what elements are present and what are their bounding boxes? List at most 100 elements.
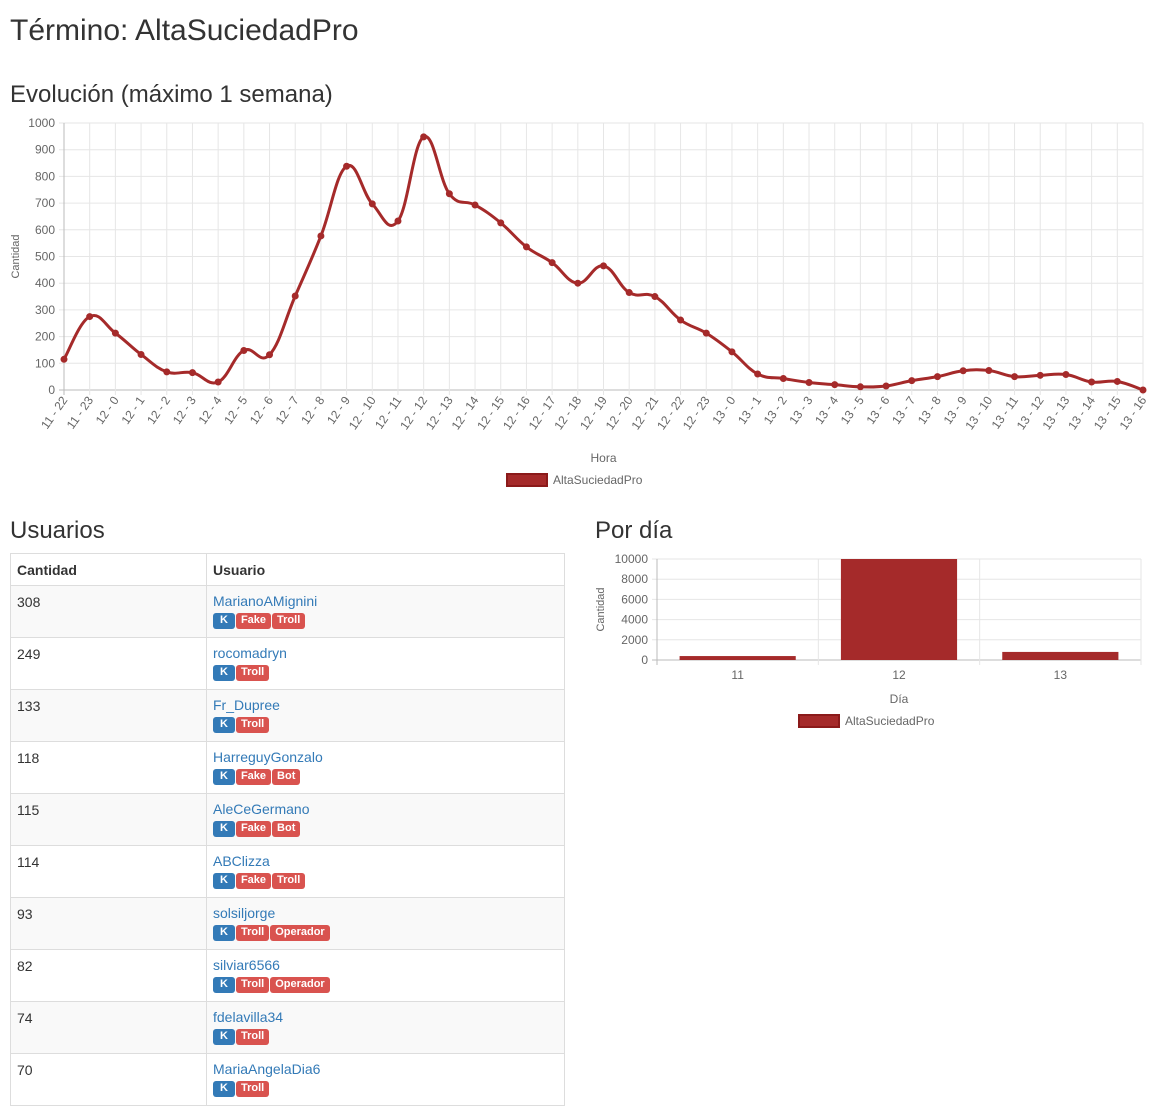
y-tick-label: 2000 xyxy=(621,633,648,647)
data-point xyxy=(522,243,530,251)
table-row: 115 AleCeGermano K Fake Bot xyxy=(10,793,565,846)
y-axis-title: Cantidad xyxy=(595,587,607,631)
user-cell: Fr_Dupree K Troll xyxy=(206,689,565,742)
user-link[interactable]: MarianoAMignini xyxy=(213,593,318,609)
data-point xyxy=(471,201,479,209)
data-point xyxy=(240,346,248,354)
user-badges: K Fake Troll xyxy=(213,613,558,629)
table-header-row: Cantidad Usuario xyxy=(10,553,565,586)
user-link[interactable]: MariaAngelaDia6 xyxy=(213,1061,321,1077)
table-row: 118 HarreguyGonzalo K Fake Bot xyxy=(10,741,565,794)
user-badges: K Troll Operador xyxy=(213,925,558,941)
header-quantity: Cantidad xyxy=(10,553,207,586)
user-cell: HarreguyGonzalo K Fake Bot xyxy=(206,741,565,794)
y-tick-label: 800 xyxy=(35,169,55,183)
data-point xyxy=(1036,371,1044,379)
data-point xyxy=(1088,378,1096,386)
user-quantity: 133 xyxy=(10,689,207,742)
data-point xyxy=(420,133,428,141)
y-tick-label: 0 xyxy=(641,653,648,667)
user-cell: MarianoAMignini K Fake Troll xyxy=(206,585,565,638)
badge-k: K xyxy=(213,717,235,733)
data-point xyxy=(908,377,916,385)
y-tick-label: 10000 xyxy=(615,552,649,566)
badge-k: K xyxy=(213,821,235,837)
user-link[interactable]: Fr_Dupree xyxy=(213,697,280,713)
y-tick-label: 900 xyxy=(35,143,55,157)
user-cell: MariaAngelaDia6 K Troll xyxy=(206,1053,565,1106)
data-point xyxy=(677,316,685,324)
user-link[interactable]: silviar6566 xyxy=(213,957,280,973)
user-link[interactable]: rocomadryn xyxy=(213,645,287,661)
evolution-title: Evolución (máximo 1 semana) xyxy=(10,81,333,108)
table-row: 114 ABClizza K Fake Troll xyxy=(10,845,565,898)
y-tick-label: 1000 xyxy=(28,116,55,130)
user-badges: K Troll xyxy=(213,1029,558,1045)
badge-troll: Troll xyxy=(235,925,270,941)
user-link[interactable]: ABClizza xyxy=(213,853,270,869)
data-point xyxy=(163,368,171,376)
y-axis-title: Cantidad xyxy=(10,234,22,278)
table-row: 133 Fr_Dupree K Troll xyxy=(10,689,565,742)
x-axis-title: Día xyxy=(890,692,909,706)
table-row: 70 MariaAngelaDia6 K Troll xyxy=(10,1053,565,1106)
badge-troll: Troll xyxy=(235,717,270,733)
data-point xyxy=(779,375,787,383)
user-quantity: 308 xyxy=(10,585,207,638)
badge-bot: Bot xyxy=(272,769,301,785)
user-quantity: 115 xyxy=(10,793,207,846)
data-point xyxy=(985,367,993,375)
header-user: Usuario xyxy=(206,553,565,586)
user-cell: solsiljorge K Troll Operador xyxy=(206,897,565,950)
data-point xyxy=(651,293,659,301)
users-title: Usuarios xyxy=(10,517,105,544)
bar xyxy=(679,656,796,660)
user-badges: K Troll xyxy=(213,665,558,681)
legend-swatch xyxy=(506,473,548,487)
data-point xyxy=(933,373,941,381)
x-tick-label: 13 xyxy=(1054,668,1068,682)
badge-fake: Fake xyxy=(235,821,272,837)
y-tick-label: 4000 xyxy=(621,613,648,627)
user-link[interactable]: fdelavilla34 xyxy=(213,1009,284,1025)
user-link[interactable]: HarreguyGonzalo xyxy=(213,749,323,765)
badge-troll: Troll xyxy=(235,977,270,993)
data-point xyxy=(317,232,325,240)
legend-label: AltaSuciedadPro xyxy=(845,714,935,728)
badge-troll: Troll xyxy=(235,665,270,681)
y-tick-label: 300 xyxy=(35,303,55,317)
badge-k: K xyxy=(213,977,235,993)
badge-fake: Fake xyxy=(235,873,272,889)
per-day-bar-chart: 0 2000 4000 6000 8000 10000 11 12 13 Cantidad Día A… xyxy=(595,552,1142,728)
y-tick-label: 0 xyxy=(48,383,55,397)
data-point xyxy=(394,217,402,225)
data-point xyxy=(831,381,839,389)
bar xyxy=(1002,651,1119,660)
badge-k: K xyxy=(213,873,235,889)
data-point xyxy=(188,369,196,377)
data-point xyxy=(111,329,119,337)
badge-k: K xyxy=(213,925,235,941)
data-point xyxy=(137,350,145,358)
user-cell: ABClizza K Fake Troll xyxy=(206,845,565,898)
user-link[interactable]: solsiljorge xyxy=(213,905,276,921)
users-table: Cantidad Usuario 308 MarianoAMignini K Fake… xyxy=(10,553,565,1106)
table-row: 249 rocomadryn K Troll xyxy=(10,637,565,690)
data-point xyxy=(548,259,556,267)
user-badges: K Fake Troll xyxy=(213,873,558,889)
table-row: 308 MarianoAMignini K Fake Troll xyxy=(10,585,565,638)
x-tick-label: 12 xyxy=(892,668,906,682)
user-quantity: 249 xyxy=(10,637,207,690)
y-tick-label: 500 xyxy=(35,250,55,264)
badge-troll: Troll xyxy=(272,873,306,889)
y-tick-label: 600 xyxy=(35,223,55,237)
user-cell: rocomadryn K Troll xyxy=(206,637,565,690)
user-quantity: 93 xyxy=(10,897,207,950)
y-tick-label: 400 xyxy=(35,276,55,290)
user-link[interactable]: AleCeGermano xyxy=(213,801,310,817)
data-point xyxy=(959,367,967,375)
badge-fake: Fake xyxy=(235,769,272,785)
badge-troll: Troll xyxy=(235,1029,270,1045)
data-point xyxy=(86,313,94,321)
